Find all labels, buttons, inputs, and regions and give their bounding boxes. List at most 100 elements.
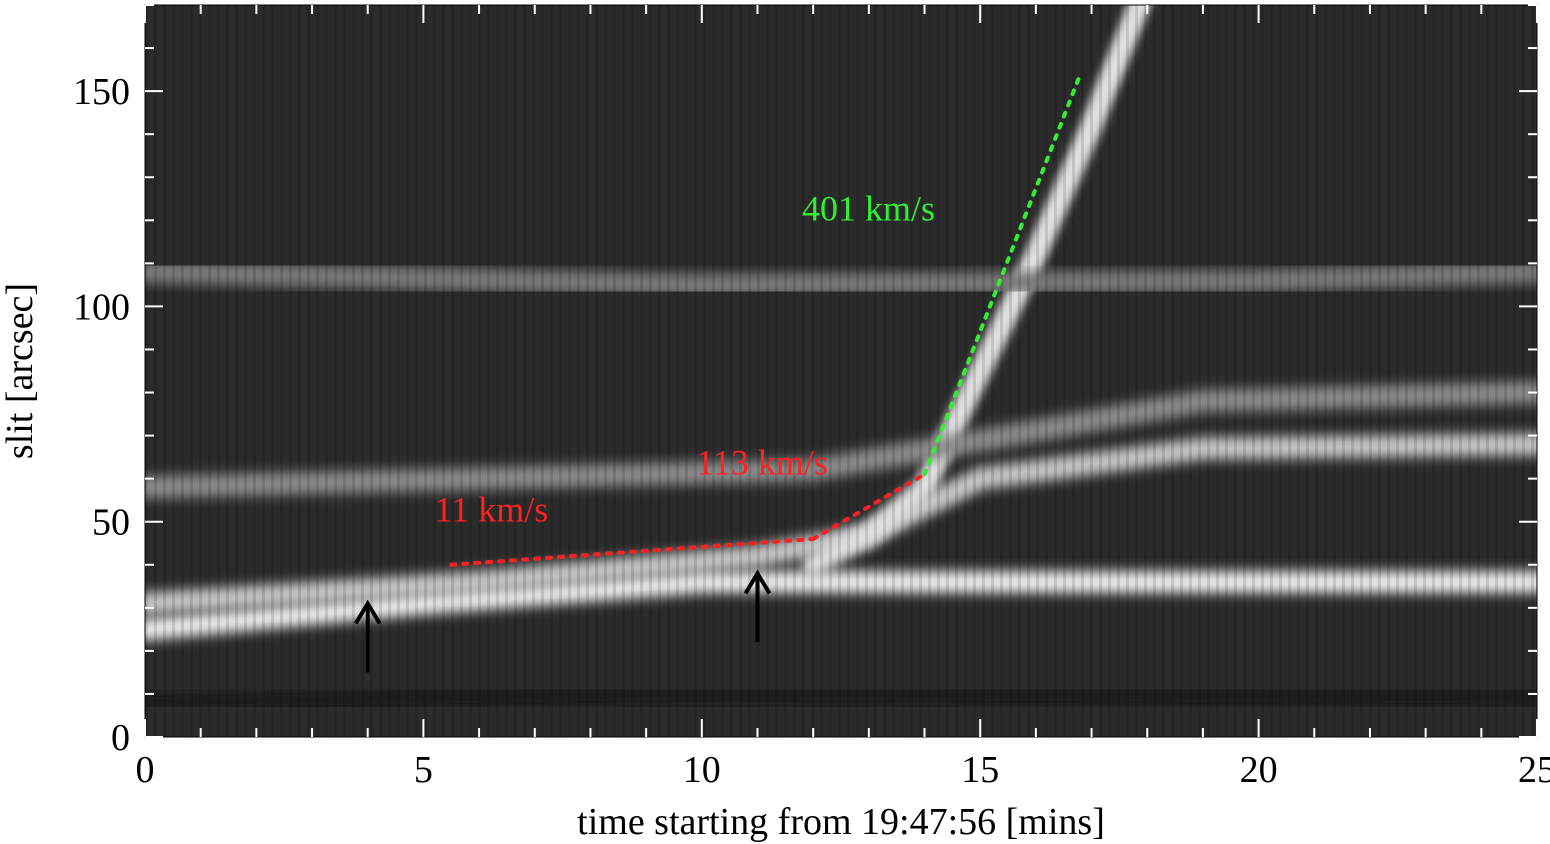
stripe <box>838 5 841 737</box>
stripe <box>748 5 751 737</box>
stripe <box>892 5 895 737</box>
stripe <box>343 5 346 737</box>
stripe <box>316 5 319 737</box>
stripe <box>982 5 985 737</box>
stripe <box>1189 5 1192 737</box>
stripe <box>1216 5 1219 737</box>
x-tick-label: 5 <box>414 749 433 791</box>
stripe <box>757 5 760 737</box>
stripe <box>766 5 769 737</box>
x-axis-label: time starting from 19:47:56 [mins] <box>577 801 1105 843</box>
stripe <box>1261 5 1264 737</box>
ticks: 0 5 10 15 20 25 0 50 100 150 <box>73 4 1550 791</box>
stripe <box>1315 5 1318 737</box>
stripe <box>460 5 463 737</box>
stripe <box>244 5 247 737</box>
stripe <box>1054 5 1057 737</box>
stripe <box>613 5 616 737</box>
stripe <box>811 5 814 737</box>
stripe <box>775 5 778 737</box>
stripe <box>1000 5 1003 737</box>
stripe <box>586 5 589 737</box>
stripe <box>487 5 490 737</box>
stripe <box>1018 5 1021 737</box>
stripe <box>946 5 949 737</box>
stripe <box>415 5 418 737</box>
stripe <box>1252 5 1255 737</box>
stripe <box>433 5 436 737</box>
plot-frame <box>144 4 1538 738</box>
heatmap-layer <box>145 5 1537 714</box>
fit-line-113-km-s <box>811 472 927 541</box>
stripe <box>1423 5 1426 737</box>
stripe <box>1396 5 1399 737</box>
stripe <box>406 5 409 737</box>
stripe <box>199 5 202 737</box>
arrow-head-2 <box>743 569 772 595</box>
y-axis-label: slit [arcsec] <box>0 283 41 459</box>
heatmap-band-bright-band-lower <box>145 571 1537 641</box>
stripe <box>577 5 580 737</box>
stripe <box>181 5 184 737</box>
stripe <box>730 5 733 737</box>
stripe <box>451 5 454 737</box>
stripe <box>370 5 373 737</box>
stripe <box>1513 5 1516 737</box>
stripe <box>1468 5 1471 737</box>
stripe <box>226 5 229 737</box>
heatmap-band-eruption-front <box>802 5 1151 576</box>
stripe <box>676 5 679 737</box>
stripe <box>1243 5 1246 737</box>
stripe <box>1405 5 1408 737</box>
stripe <box>1045 5 1048 737</box>
stripe <box>1036 5 1039 737</box>
stripe <box>658 5 661 737</box>
stripe <box>1387 5 1390 737</box>
time-stripes <box>145 5 1534 737</box>
stripe <box>550 5 553 737</box>
stripe <box>1090 5 1093 737</box>
stripe <box>604 5 607 737</box>
stripe <box>820 5 823 737</box>
stripe <box>163 5 166 737</box>
stripe <box>1270 5 1273 737</box>
stripe <box>991 5 994 737</box>
stripe <box>1522 5 1525 737</box>
stripe <box>361 5 364 737</box>
stripe <box>1009 5 1012 737</box>
stripe <box>1306 5 1309 737</box>
stripe <box>1072 5 1075 737</box>
stripe <box>1279 5 1282 737</box>
stripe <box>1531 5 1534 737</box>
stripe <box>1135 5 1138 737</box>
x-tick-label: 25 <box>1518 749 1550 791</box>
stripe <box>514 5 517 737</box>
stripe <box>1207 5 1210 737</box>
x-tick-label: 15 <box>961 749 999 791</box>
stripe <box>1108 5 1111 737</box>
stripe <box>1378 5 1381 737</box>
stripe <box>919 5 922 737</box>
stripe <box>253 5 256 737</box>
x-tick-label: 0 <box>136 749 155 791</box>
stripe <box>721 5 724 737</box>
fit-line-11-km-s <box>449 536 816 567</box>
stripe <box>1486 5 1489 737</box>
arrows <box>354 569 772 673</box>
stripe <box>865 5 868 737</box>
stripe <box>559 5 562 737</box>
stripe <box>325 5 328 737</box>
stripe <box>829 5 832 737</box>
stripe <box>784 5 787 737</box>
annotation-113-km-s: 113 km/s <box>696 442 828 482</box>
fit-lines <box>449 71 1083 567</box>
stripe <box>937 5 940 737</box>
stripe <box>352 5 355 737</box>
stripe <box>568 5 571 737</box>
stripe <box>145 5 148 737</box>
stripe <box>280 5 283 737</box>
heatmap-band-mid-band <box>145 381 1537 499</box>
stripe <box>442 5 445 737</box>
stripe <box>1144 5 1147 737</box>
heatmap-band-dark-band <box>145 682 1537 714</box>
